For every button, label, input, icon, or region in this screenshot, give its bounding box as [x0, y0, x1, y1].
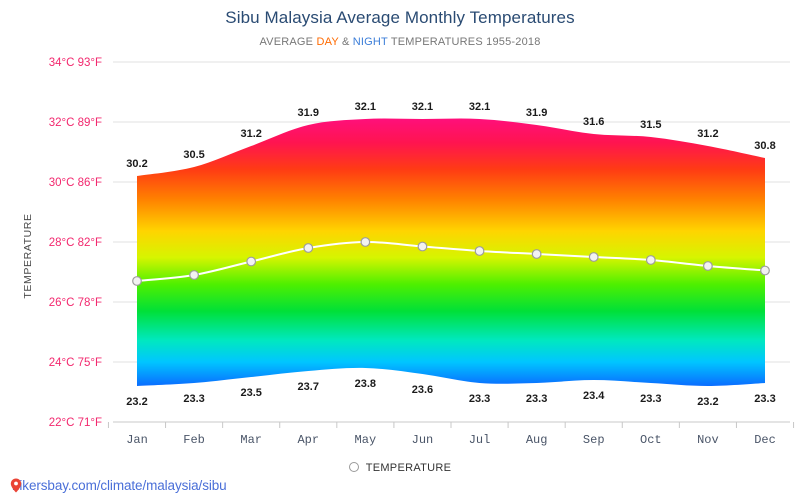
legend-item-temperature: TEMPERATURE [365, 462, 452, 475]
x-axis-tick-label: Jan [126, 433, 148, 447]
data-point-marker[interactable] [474, 246, 485, 256]
y-axis-tick-label: 34°C 93°F [49, 57, 102, 69]
source-link[interactable]: hikersbay.com/climate/malaysia/sibu [10, 478, 227, 493]
day-value-label: 31.2 [697, 128, 718, 140]
day-value-label: 30.8 [754, 140, 775, 152]
subtitle-night-word: NIGHT [352, 36, 388, 48]
day-value-label: 31.2 [240, 128, 261, 140]
chart-legend: TEMPERATURE [0, 462, 800, 474]
night-value-label: 23.7 [298, 381, 319, 393]
subtitle-suffix: TEMPERATURES 1955-2018 [387, 36, 541, 48]
y-axis-tick-label: 24°C 75°F [49, 357, 102, 369]
data-point-marker[interactable] [645, 255, 656, 265]
day-value-label: 31.9 [526, 107, 547, 119]
data-point-marker[interactable] [703, 261, 713, 271]
night-value-label: 23.8 [355, 378, 376, 390]
subtitle-ampersand: & [338, 36, 353, 48]
data-point-marker[interactable] [303, 243, 314, 253]
day-value-label: 31.6 [583, 116, 604, 128]
night-value-label: 23.2 [126, 396, 147, 408]
day-value-label: 32.1 [412, 101, 433, 113]
data-point-marker[interactable] [132, 276, 142, 286]
x-axis-tick-label: Sep [583, 433, 605, 447]
y-axis-tick-label: 26°C 78°F [49, 297, 102, 309]
data-point-marker[interactable] [588, 252, 599, 262]
day-value-label: 32.1 [355, 101, 376, 113]
day-value-label: 31.9 [298, 107, 319, 119]
x-axis-tick-label: Mar [240, 433, 262, 447]
x-axis-tick-label: Aug [526, 433, 548, 447]
day-value-label: 30.2 [126, 158, 147, 170]
circle-outline-icon [348, 462, 359, 473]
day-night-temperature-band [137, 118, 765, 387]
night-value-label: 23.3 [754, 393, 775, 405]
y-axis-tick-labels: 22°C 71°F 24°C 75°F 26°C 78°F 28°C 82°F 30°C… [49, 57, 102, 429]
night-value-label: 23.3 [183, 393, 204, 405]
data-value-labels: 30.2 30.5 31.2 31.9 32.1 32.1 32.1 31.9 31.6 31.5… [126, 101, 775, 408]
temperature-band [137, 118, 765, 387]
day-value-label: 31.5 [640, 119, 661, 131]
x-axis-tick-label: May [355, 433, 377, 447]
x-axis-tick-label: Apr [297, 433, 319, 447]
data-point-marker[interactable] [189, 270, 199, 280]
x-axis-tick-label: Jun [412, 433, 434, 447]
night-value-label: 23.3 [469, 393, 490, 405]
night-value-label: 23.6 [412, 384, 433, 396]
data-point-markers [132, 237, 770, 286]
night-value-label: 23.5 [240, 387, 261, 399]
x-axis-tick-label: Jul [469, 433, 491, 447]
y-axis-tick-label: 28°C 82°F [49, 237, 102, 249]
data-point-marker[interactable] [531, 249, 542, 259]
y-axis-tick-label: 30°C 86°F [49, 177, 102, 189]
subtitle-prefix: AVERAGE [259, 36, 317, 48]
y-axis-tick-label: 32°C 89°F [49, 117, 102, 129]
x-axis-tick-label: Nov [697, 433, 719, 447]
night-value-label: 23.4 [583, 390, 605, 402]
night-value-label: 23.3 [640, 393, 661, 405]
x-axis-tick-label: Feb [183, 433, 205, 447]
night-value-label: 23.3 [526, 393, 547, 405]
y-axis-tick-label: 22°C 71°F [49, 417, 102, 429]
x-axis-tick-label: Oct [640, 433, 662, 447]
night-value-label: 23.2 [697, 396, 718, 408]
data-point-marker[interactable] [760, 265, 770, 276]
day-value-label: 30.5 [183, 149, 204, 161]
data-point-marker[interactable] [246, 256, 257, 267]
data-point-marker[interactable] [417, 241, 428, 252]
x-axis-tick-labels: Jan Feb Mar Apr May Jun Jul Aug Sep Oct Nov Dec [126, 433, 776, 447]
source-url-text: hikersbay.com/climate/malaysia/sibu [12, 478, 227, 493]
page-title: Sibu Malaysia Average Monthly Temperatur… [225, 8, 575, 27]
subtitle-day-word: DAY [316, 36, 339, 48]
chart-subtitle: AVERAGE DAY & NIGHT TEMPERATURES 1955-20… [0, 36, 800, 48]
data-point-marker[interactable] [360, 237, 371, 247]
x-axis-tick-label: Dec [754, 433, 776, 447]
day-value-label: 32.1 [469, 101, 490, 113]
